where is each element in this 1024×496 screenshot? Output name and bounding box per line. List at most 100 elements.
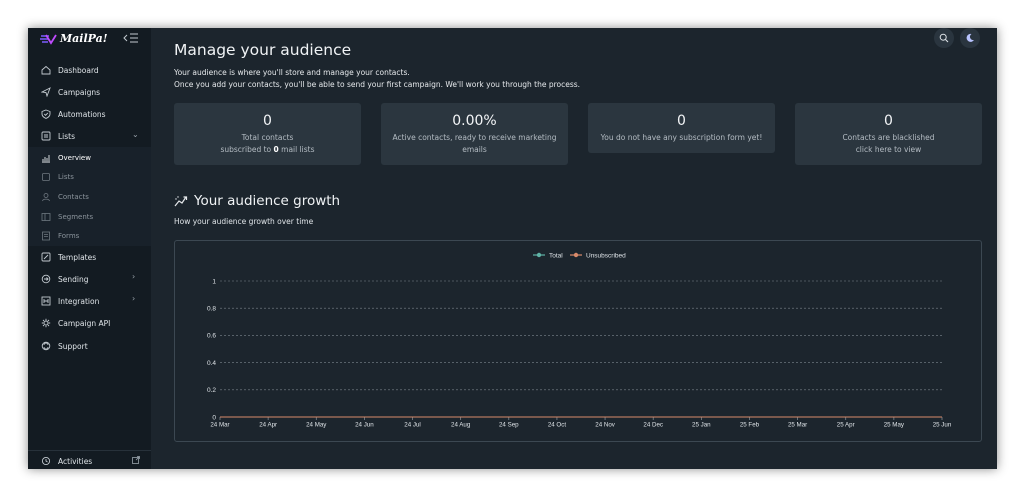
- page-description-line-1: Your audience is where you'll store and …: [174, 68, 410, 77]
- stat-text: Active contacts, ready to receive market…: [381, 132, 568, 156]
- legend-marker: [573, 252, 579, 258]
- sidebar-item-campaign-api[interactable]: Campaign API: [28, 313, 151, 333]
- theme-toggle-button[interactable]: [960, 28, 980, 48]
- page-description-line-2: Once you add your contacts, you'll be ab…: [174, 80, 581, 89]
- stat-text: You do not have any subscription form ye…: [600, 133, 763, 142]
- sidebar-item-label: Campaigns: [58, 87, 101, 97]
- stat-value: 0: [677, 113, 686, 129]
- sidebar-item-lists[interactable]: Lists ⌄: [28, 126, 151, 146]
- stat-line-2-count: 0: [273, 145, 279, 154]
- x-tick-label: 24 Aug: [451, 422, 471, 429]
- sidebar-item-campaigns[interactable]: Campaigns: [28, 82, 151, 102]
- chevron-down-icon: ⌄: [132, 130, 139, 139]
- history-icon: [41, 456, 51, 466]
- gear-icon: [41, 318, 51, 328]
- x-tick-label: 25 May: [884, 422, 905, 429]
- stat-card-active-contacts[interactable]: 0.00% Active contacts, ready to receive …: [381, 103, 568, 165]
- support-icon: [41, 341, 51, 351]
- section-title: Your audience growth: [194, 193, 341, 209]
- sidebar-item-templates[interactable]: Templates: [28, 247, 151, 267]
- x-tick-label: 25 Feb: [740, 422, 760, 429]
- sidebar-item-support[interactable]: Support: [28, 336, 151, 356]
- submenu-item-label: Segments: [58, 213, 94, 221]
- submenu-item-overview[interactable]: Overview: [28, 148, 151, 168]
- segments-icon: [41, 213, 51, 221]
- activities-link[interactable]: Activities: [28, 451, 151, 469]
- submenu-item-label: Lists: [58, 173, 74, 181]
- trend-icon: [174, 196, 188, 207]
- send-icon: [41, 87, 51, 97]
- x-tick-label: 24 Oct: [548, 422, 567, 429]
- external-link-icon[interactable]: [132, 456, 140, 464]
- submenu-item-label: Overview: [58, 154, 91, 162]
- sidebar-item-label: Sending: [58, 274, 89, 284]
- sidebar-item-label: Automations: [58, 109, 106, 119]
- x-tick-label: 24 Jul: [404, 422, 421, 429]
- sidebar-item-label: Dashboard: [58, 65, 99, 75]
- app-window: MailPa! Dashboard Campaigns Automations …: [28, 28, 997, 469]
- stat-line-2-suffix: mail lists: [278, 145, 315, 154]
- logo[interactable]: MailPa!: [40, 32, 108, 45]
- integration-icon: [41, 296, 51, 306]
- stat-value: 0: [884, 113, 893, 129]
- x-tick-label: 25 Jan: [692, 422, 711, 429]
- edit-icon: [41, 252, 51, 262]
- submenu-item-contacts[interactable]: Contacts: [28, 187, 151, 207]
- stat-line-2: click here to view: [855, 145, 922, 154]
- refresh-icon: [41, 274, 51, 284]
- x-tick-label: 24 Mar: [210, 422, 229, 429]
- sidebar-item-label: Integration: [58, 296, 100, 306]
- stat-line-1: Active contacts, ready to receive market…: [392, 133, 557, 142]
- shield-icon: [41, 109, 51, 119]
- main-content: Manage your audience Your audience is wh…: [174, 28, 997, 469]
- sidebar-item-label: Campaign API: [58, 318, 111, 328]
- legend-label: Unsubscribed: [586, 253, 626, 260]
- stat-line-1: Contacts are blacklished: [842, 133, 935, 142]
- logo-text: MailPa!: [60, 32, 108, 45]
- collapse-sidebar-icon[interactable]: [123, 32, 139, 44]
- sidebar-item-label: Lists: [58, 131, 76, 141]
- search-button[interactable]: [934, 28, 954, 48]
- submenu-item-segments[interactable]: Segments: [28, 207, 151, 227]
- sidebar-footer: Activities: [28, 450, 151, 469]
- sidebar-item-integration[interactable]: Integration ›: [28, 291, 151, 311]
- form-icon: [42, 231, 50, 241]
- stat-card-total-contacts[interactable]: 0 Total contacts subscribed to 0 mail li…: [174, 103, 361, 165]
- list-icon: [41, 131, 51, 141]
- page-title: Manage your audience: [174, 41, 352, 59]
- stat-card-blacklisted[interactable]: 0 Contacts are blacklished click here to…: [795, 103, 982, 165]
- stat-card-subscription-forms[interactable]: 0 You do not have any subscription form …: [588, 103, 775, 153]
- home-icon: [41, 65, 51, 75]
- section-description: How your audience growth over time: [174, 217, 314, 226]
- y-tick-label: 0.8: [207, 306, 216, 313]
- submenu-item-lists[interactable]: Lists: [28, 167, 151, 187]
- y-tick-label: 0.2: [207, 387, 216, 394]
- sidebar-item-dashboard[interactable]: Dashboard: [28, 60, 151, 80]
- legend-marker: [536, 252, 542, 258]
- x-tick-label: 25 Mar: [788, 422, 807, 429]
- sidebar-item-automations[interactable]: Automations: [28, 104, 151, 124]
- x-tick-label: 24 Nov: [595, 422, 616, 429]
- stat-text: Total contacts subscribed to 0 mail list…: [174, 132, 361, 156]
- x-tick-label: 24 Sep: [499, 422, 519, 429]
- stat-value: 0.00%: [452, 113, 497, 129]
- moon-icon: [966, 33, 974, 42]
- submenu-item-label: Contacts: [58, 193, 89, 201]
- x-tick-label: 24 May: [306, 422, 327, 429]
- sidebar-item-label: Templates: [58, 252, 97, 262]
- legend-label: Total: [549, 253, 563, 260]
- stat-line-1: Total contacts: [241, 133, 294, 142]
- chevron-right-icon: ›: [132, 272, 136, 281]
- y-tick-label: 0: [212, 414, 216, 421]
- sidebar-item-sending[interactable]: Sending ›: [28, 269, 151, 289]
- x-tick-label: 24 Dec: [643, 422, 663, 429]
- submenu-item-forms[interactable]: Forms: [28, 226, 151, 246]
- stat-line-2-prefix: subscribed to: [220, 145, 274, 154]
- chart-icon: [42, 155, 50, 163]
- stat-value: 0: [263, 113, 272, 129]
- stat-text: Contacts are blacklished click here to v…: [795, 132, 982, 156]
- lists-submenu: [28, 147, 151, 246]
- audience-growth-chart: Total Unsubscribed 1 0.8 0.6 0.4 0.2 0 24 Mar 24 …: [174, 240, 982, 442]
- x-tick-label: 24 Jun: [355, 422, 374, 429]
- user-icon: [42, 193, 50, 202]
